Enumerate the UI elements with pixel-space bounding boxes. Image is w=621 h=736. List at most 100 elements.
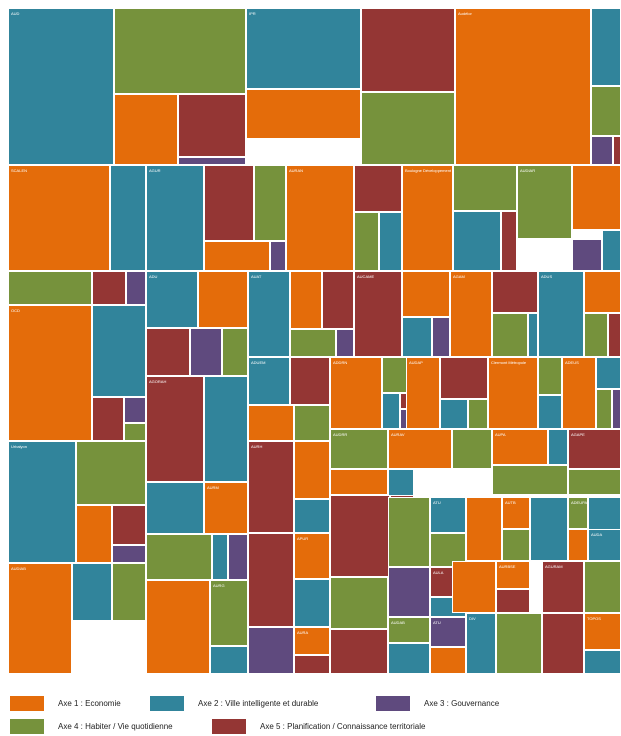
legend: Axe 1 : Economie Axe 2 : Ville intellige… — [0, 680, 621, 736]
treemap-cell — [548, 429, 568, 465]
treemap-cell — [294, 655, 330, 674]
treemap-cell-label: AUDIAB — [11, 566, 26, 571]
treemap-cell — [591, 8, 621, 86]
treemap-cell: APUR — [294, 533, 330, 579]
treemap-cell — [452, 561, 496, 613]
legend-item-gouvernance: Axe 3 : Gouvernance — [376, 696, 499, 711]
treemap-cell — [294, 499, 330, 533]
treemap-cell — [528, 313, 538, 357]
treemap-cell — [8, 271, 92, 305]
treemap-cell: Urbalyon — [8, 441, 76, 563]
treemap-cell-label: Urbalyon — [11, 444, 28, 449]
treemap-cell-label: ADEUS — [565, 360, 579, 365]
treemap-cell: AURAN — [286, 165, 354, 271]
treemap-cell-label: Audélor — [458, 11, 472, 16]
treemap-cell — [146, 328, 190, 376]
treemap-cell — [228, 534, 248, 580]
treemap-cell — [596, 389, 612, 429]
treemap-cell: AURA — [294, 627, 330, 655]
treemap-cell-label: AURG — [213, 583, 225, 588]
treemap-cell-label: AUPA — [495, 432, 506, 437]
treemap-cell — [502, 529, 530, 561]
treemap-cell: AUPA — [492, 429, 548, 465]
treemap-cell-label: SCALEN — [11, 168, 28, 173]
treemap-cell — [330, 577, 388, 629]
legend-item-ville: Axe 2 : Ville intelligente et durable — [150, 696, 318, 711]
treemap-cell — [538, 395, 562, 429]
treemap-cell — [246, 89, 361, 139]
treemap-cell-label: ADUEM — [251, 360, 266, 365]
legend-swatch-economie — [10, 696, 44, 711]
treemap-cell-label: AUD — [11, 11, 20, 16]
treemap-cell — [294, 441, 330, 499]
treemap-cell-label: AUDA — [591, 532, 603, 537]
treemap-cell — [290, 357, 330, 405]
treemap-cell — [354, 165, 402, 212]
treemap-cell — [114, 94, 178, 165]
treemap-cell — [452, 429, 492, 469]
legend-swatch-gouvernance — [376, 696, 410, 711]
treemap-cell-label: AULA — [433, 570, 444, 575]
treemap-cell — [453, 165, 517, 211]
treemap-cell — [388, 643, 430, 674]
treemap-cell: AURH — [248, 441, 294, 533]
treemap-cell — [572, 239, 602, 271]
treemap-cell — [290, 271, 322, 329]
treemap-cell — [290, 329, 336, 357]
treemap-cell — [294, 579, 330, 627]
treemap-cell — [568, 529, 588, 561]
legend-label-habiter: Axe 4 : Habiter / Vie quotidienne — [58, 722, 173, 731]
treemap-cell: ATU — [430, 617, 466, 647]
treemap-cell: ADUEM — [248, 357, 290, 405]
treemap-cell — [210, 646, 248, 674]
treemap-cell — [361, 8, 455, 92]
treemap-cell — [146, 534, 212, 580]
treemap-cell — [110, 165, 146, 271]
treemap-cell-label: AUDRR — [333, 432, 348, 437]
treemap-cell-label: AURM — [207, 485, 219, 490]
treemap-cell — [254, 165, 286, 241]
treemap-cell — [204, 165, 254, 241]
treemap-cell: AUCAME — [354, 271, 402, 357]
treemap-cell — [330, 495, 390, 577]
treemap-cell: AGAPE — [568, 429, 621, 469]
treemap-cell: OCD — [8, 305, 92, 441]
treemap-cell — [270, 241, 286, 271]
treemap-cell: SCALEN — [8, 165, 110, 271]
treemap-cell — [584, 650, 621, 674]
treemap-cell — [330, 469, 388, 495]
treemap-cell — [114, 8, 246, 94]
treemap-cell: AUDRR — [330, 429, 388, 469]
legend-label-gouvernance: Axe 3 : Gouvernance — [424, 699, 500, 708]
treemap-cell-label: AGUR — [149, 168, 161, 173]
treemap-cell — [584, 561, 621, 613]
treemap-cell — [92, 397, 124, 441]
legend-item-economie: Axe 1 : Economie — [10, 696, 121, 711]
treemap-cell-label: AUDAB — [391, 620, 405, 625]
treemap-cell-label: ATU — [433, 620, 441, 625]
treemap-cell — [402, 317, 432, 357]
treemap-cell — [430, 647, 466, 674]
treemap-cell — [248, 533, 294, 627]
treemap-cell-label: AGAM — [453, 274, 465, 279]
treemap-cell-label: AUCAME — [357, 274, 375, 279]
treemap-cell-label: AUDAP — [409, 360, 423, 365]
treemap-cell-label: ATU — [433, 500, 441, 505]
treemap-cell-label: AURAN — [289, 168, 304, 173]
treemap-cell-label: ADUS — [541, 274, 553, 279]
treemap-cell — [568, 469, 621, 495]
treemap-cell: Audélor — [455, 8, 591, 165]
treemap-cell-label: AURAV — [391, 432, 405, 437]
treemap-cell-label: DIV — [469, 616, 476, 621]
treemap-cell — [146, 482, 204, 534]
treemap-cell — [466, 497, 502, 561]
treemap-cell — [336, 329, 354, 357]
treemap-cell — [492, 313, 528, 357]
treemap-cell — [382, 393, 400, 429]
treemap-cell — [572, 165, 621, 230]
treemap-cell: AGORAH — [146, 376, 204, 482]
treemap-cell — [584, 271, 621, 313]
treemap-cell: AUDIAB — [8, 563, 72, 674]
treemap-cell-label: AUAT — [251, 274, 262, 279]
treemap-cell: AUDA — [588, 529, 621, 561]
